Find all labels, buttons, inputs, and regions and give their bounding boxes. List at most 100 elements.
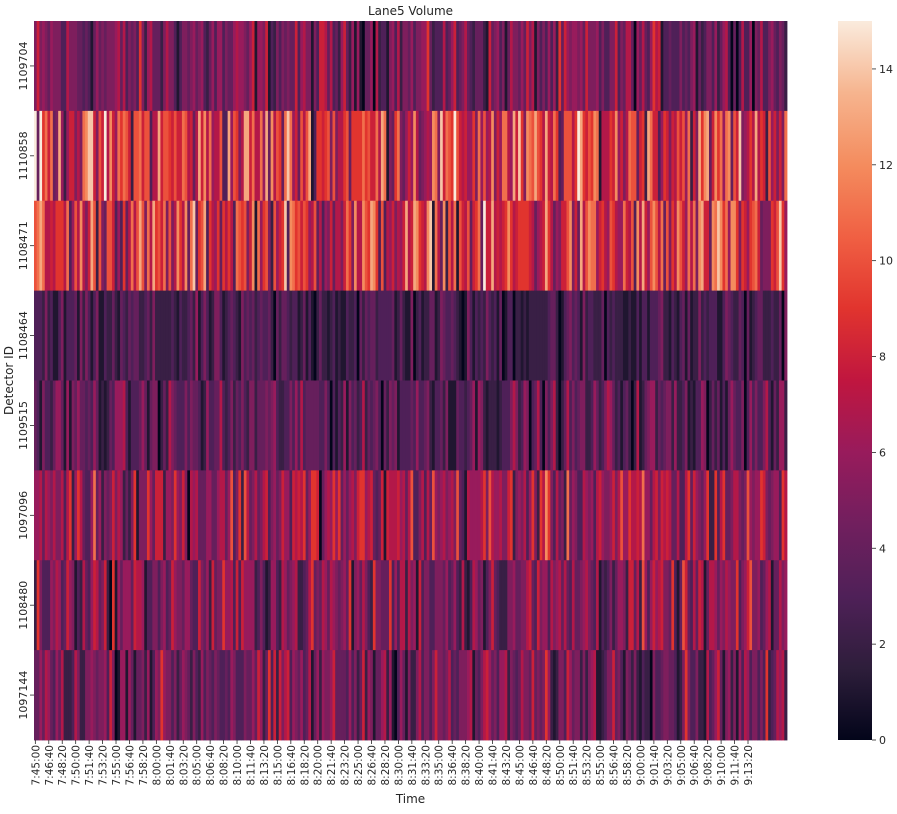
heatmap-cell: [289, 560, 293, 651]
heatmap-cell: [133, 200, 137, 292]
heatmap-cell: [620, 21, 624, 112]
heatmap-cell: [483, 650, 487, 741]
heatmap-cell: [120, 470, 124, 561]
colorbar-tick-label: 4: [879, 542, 886, 555]
heatmap-cell: [501, 200, 506, 292]
heatmap-cell: [329, 650, 333, 741]
heatmap-cell: [181, 110, 185, 202]
heatmap-cell: [528, 110, 532, 202]
heatmap-cell: [157, 560, 161, 651]
heatmap-cell: [507, 650, 511, 741]
heatmap-cell: [480, 200, 484, 292]
heatmap-cell: [144, 560, 148, 651]
heatmap-cell: [157, 200, 161, 292]
heatmap-cell: [327, 380, 331, 471]
heatmap-cell: [200, 560, 204, 651]
heatmap-cell: [671, 21, 675, 112]
heatmap-cell: [284, 470, 288, 561]
heatmap-cell: [717, 560, 721, 651]
heatmap-cell: [496, 650, 500, 741]
heatmap-cell: [464, 290, 468, 381]
heatmap-cell: [133, 380, 137, 471]
heatmap-cell: [507, 560, 511, 651]
heatmap-cell: [660, 200, 664, 292]
heatmap-cell: [776, 110, 780, 202]
heatmap-cell: [319, 650, 323, 741]
heatmap-cell: [128, 200, 132, 292]
heatmap-cell: [85, 560, 89, 651]
heatmap-cell: [138, 380, 142, 471]
heatmap-cell: [348, 650, 352, 741]
heatmap-cell: [531, 650, 535, 741]
heatmap-cell: [273, 290, 277, 381]
heatmap-cell: [163, 470, 167, 561]
heatmap-cell: [294, 380, 298, 471]
heatmap-cell: [354, 290, 358, 381]
heatmap-cell: [345, 560, 350, 651]
heatmap-cell: [251, 110, 255, 202]
heatmap-cell: [633, 560, 637, 651]
heatmap-cell: [768, 21, 772, 112]
heatmap-cell: [735, 200, 739, 292]
heatmap-cell: [189, 380, 194, 471]
x-tick-label: 9:13:20: [743, 745, 755, 785]
heatmap-cell: [42, 560, 46, 651]
heatmap-cell: [725, 470, 729, 561]
heatmap-cell: [160, 21, 164, 112]
heatmap-cell: [413, 380, 417, 471]
heatmap-cell: [553, 200, 557, 292]
heatmap-cell: [528, 380, 532, 471]
heatmap-cell: [319, 21, 323, 112]
heatmap-cell: [386, 380, 390, 471]
heatmap-cell: [362, 290, 366, 381]
heatmap-cell: [749, 21, 753, 112]
heatmap-cell: [214, 21, 218, 112]
heatmap-cell: [289, 470, 293, 561]
heatmap-cell: [262, 200, 266, 292]
heatmap-cell: [367, 110, 371, 202]
heatmap-cell: [676, 560, 680, 651]
heatmap-cell: [308, 380, 312, 471]
heatmap-cell: [327, 290, 331, 381]
heatmap-cell: [354, 470, 358, 561]
heatmap-cell: [286, 290, 290, 381]
heatmap-cell: [270, 560, 274, 651]
heatmap-cell: [47, 290, 51, 381]
heatmap-cell: [214, 380, 218, 471]
heatmap-cell: [386, 21, 390, 112]
x-tick-label: 8:30:00: [393, 745, 405, 785]
heatmap-cell: [120, 650, 124, 741]
heatmap-cell: [101, 290, 105, 381]
heatmap-cell: [496, 21, 500, 112]
heatmap-cell: [332, 200, 336, 292]
heatmap-cell: [582, 290, 586, 381]
heatmap-cell: [550, 650, 554, 741]
heatmap-cell: [461, 380, 465, 471]
heatmap-cell: [335, 380, 339, 471]
heatmap-cell: [68, 650, 73, 741]
heatmap-cell: [276, 380, 280, 471]
heatmap-cell: [181, 21, 185, 112]
heatmap-cell: [77, 200, 81, 292]
heatmap-cell: [491, 21, 495, 112]
heatmap-cell: [612, 21, 616, 112]
heatmap-cell: [39, 380, 43, 471]
heatmap-cell: [224, 560, 229, 651]
x-tick-label: 8:08:20: [219, 745, 231, 785]
heatmap-cell: [87, 470, 91, 561]
heatmap-cell: [130, 560, 134, 651]
heatmap-cell: [402, 380, 406, 471]
heatmap-cell: [160, 560, 164, 651]
heatmap-cell: [168, 560, 172, 651]
heatmap-cell: [555, 290, 559, 381]
heatmap-cell: [79, 470, 83, 561]
heatmap-cell: [63, 21, 67, 112]
heatmap-cell: [340, 110, 344, 202]
heatmap-cell: [687, 650, 691, 741]
heatmap-cell: [219, 21, 223, 112]
heatmap-cell: [257, 200, 261, 292]
heatmap-cell: [208, 290, 212, 381]
heatmap-cell: [515, 470, 519, 561]
heatmap-cell: [130, 650, 134, 741]
heatmap-cell: [36, 200, 40, 292]
